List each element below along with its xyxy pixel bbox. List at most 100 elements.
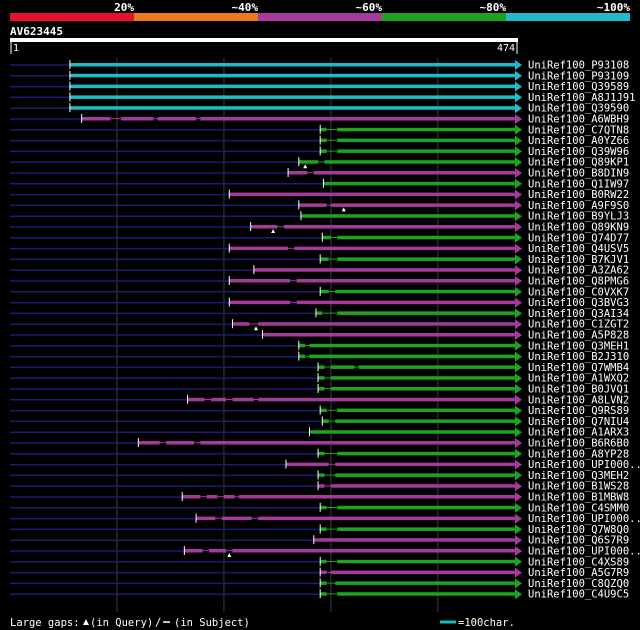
hit-row[interactable]: UniRef100_B0JVQ1 [10, 384, 629, 396]
hit-row[interactable]: UniRef100_B9YLJ3 [10, 211, 629, 223]
hit-label[interactable]: UniRef100_Q7NIU4 [528, 416, 629, 428]
hit-label[interactable]: UniRef100_C4SMM0 [528, 502, 629, 514]
hit-label[interactable]: UniRef100_Q1IW97 [528, 178, 629, 190]
hit-row[interactable]: UniRef100_Q39589 [10, 81, 629, 93]
hit-label[interactable]: UniRef100_A5G7R9 [528, 567, 629, 579]
hit-row[interactable]: UniRef100_Q3MEH1 [10, 340, 629, 352]
hit-row[interactable]: UniRef100_P93108 [10, 60, 629, 72]
hit-label[interactable]: UniRef100_A3ZA62 [528, 265, 629, 277]
hit-row[interactable]: UniRef100_Q74D77 [10, 232, 629, 244]
hit-row[interactable]: UniRef100_Q1IW97 [10, 178, 629, 190]
hit-row[interactable]: UniRef100_Q89KN9 [10, 222, 629, 234]
hit-row[interactable]: UniRef100_C4U9C5 [10, 589, 629, 601]
hit-row[interactable]: UniRef100_Q7WMB4 [10, 362, 629, 374]
hit-row[interactable]: UniRef100_B6R6B0 [10, 438, 629, 450]
hit-row[interactable]: UniRef100_C0VXK7 [10, 286, 629, 298]
hit-label[interactable]: UniRef100_Q89KP1 [528, 157, 629, 169]
hit-label[interactable]: UniRef100_P93109 [528, 70, 629, 82]
hit-row[interactable]: UniRef100_B7KJV1 [10, 254, 629, 266]
hit-row[interactable]: UniRef100_B2J310 [10, 351, 629, 363]
hit-label[interactable]: UniRef100_A0YZ66 [528, 135, 629, 147]
hit-label[interactable]: UniRef100_Q8PMG6 [528, 276, 629, 288]
hit-label[interactable]: UniRef100_A1ARX3 [528, 427, 629, 439]
hit-label[interactable]: UniRef100_B8DIN9 [528, 168, 629, 180]
hit-label[interactable]: UniRef100_C7QTN8 [528, 124, 629, 136]
hit-row[interactable]: UniRef100_B1MBW8 [10, 492, 629, 504]
hit-label[interactable]: UniRef100_Q39W96 [528, 146, 629, 158]
hit-row[interactable]: UniRef100_A1WXQ2 [10, 373, 629, 385]
hit-row[interactable]: UniRef100_Q3AI34 [10, 308, 629, 320]
hit-label[interactable]: UniRef100_Q3MEH1 [528, 340, 629, 352]
hit-row[interactable]: UniRef100_A6WBH9 [10, 114, 629, 126]
hit-row[interactable]: UniRef100_Q3MEH2 [10, 470, 629, 482]
hit-row[interactable]: UniRef100_Q8PMG6 [10, 276, 629, 288]
hit-label[interactable]: UniRef100_B6R6B0 [528, 438, 629, 450]
hit-row[interactable]: UniRef100_Q39W96 [10, 146, 629, 158]
hit-row[interactable]: UniRef100_UPI000.. [10, 546, 640, 558]
hit-row[interactable]: UniRef100_C1ZGT2 [10, 319, 629, 331]
hit-label[interactable]: UniRef100_Q3BVG3 [528, 297, 629, 309]
hit-label[interactable]: UniRef100_B0RW22 [528, 189, 629, 201]
hit-label[interactable]: UniRef100_C4U9C5 [528, 589, 629, 601]
hit-label[interactable]: UniRef100_A1WXQ2 [528, 373, 629, 385]
hit-label[interactable]: UniRef100_Q7WMB4 [528, 362, 629, 374]
hit-row[interactable]: UniRef100_A5G7R9 [10, 567, 629, 579]
hit-row[interactable]: UniRef100_Q6S7R9 [10, 535, 629, 547]
hit-label[interactable]: UniRef100_Q4USV5 [528, 243, 629, 255]
hit-row[interactable]: UniRef100_A8J1J91 [10, 92, 635, 104]
hit-row[interactable]: UniRef100_Q3BVG3 [10, 297, 629, 309]
hit-label[interactable]: UniRef100_A8LVN2 [528, 394, 629, 406]
hit-label[interactable]: UniRef100_B0JVQ1 [528, 384, 629, 396]
hit-row[interactable]: UniRef100_A5P828 [10, 330, 629, 342]
hit-row[interactable]: UniRef100_B0RW22 [10, 189, 629, 201]
hit-label[interactable]: UniRef100_Q39589 [528, 81, 629, 93]
hit-row[interactable]: UniRef100_A9F9S0 [10, 200, 629, 212]
hit-label[interactable]: UniRef100_A8YP28 [528, 448, 629, 460]
hit-label[interactable]: UniRef100_C8QZQ0 [528, 578, 629, 590]
hit-row[interactable]: UniRef100_P93109 [10, 70, 629, 82]
hit-label[interactable]: UniRef100_A9F9S0 [528, 200, 629, 212]
hit-label[interactable]: UniRef100_Q3AI34 [528, 308, 629, 320]
hit-row[interactable]: UniRef100_C8QZQ0 [10, 578, 629, 590]
hit-label[interactable]: UniRef100_Q39590 [528, 103, 629, 115]
hit-label[interactable]: UniRef100_P93108 [528, 60, 629, 72]
hit-row[interactable]: UniRef100_B8DIN9 [10, 168, 629, 180]
hit-label[interactable]: UniRef100_Q7W8Q0 [528, 524, 629, 536]
hit-label[interactable]: UniRef100_UPI000.. [528, 546, 640, 558]
hit-label[interactable]: UniRef100_B9YLJ3 [528, 211, 629, 223]
hit-label[interactable]: UniRef100_C1ZGT2 [528, 319, 629, 331]
hit-label[interactable]: UniRef100_A8J1J91 [528, 92, 635, 104]
hit-row[interactable]: UniRef100_A1ARX3 [10, 427, 629, 439]
hit-row[interactable]: UniRef100_B1WS28 [10, 481, 629, 493]
hit-label[interactable]: UniRef100_B1WS28 [528, 481, 629, 493]
hit-label[interactable]: UniRef100_Q89KN9 [528, 222, 629, 234]
hit-label[interactable]: UniRef100_UPI000.. [528, 513, 640, 525]
hit-label[interactable]: UniRef100_B2J310 [528, 351, 629, 363]
hit-row[interactable]: UniRef100_C4SMM0 [10, 502, 629, 514]
hit-row[interactable]: UniRef100_Q7NIU4 [10, 416, 629, 428]
hit-row[interactable]: UniRef100_Q39590 [10, 103, 629, 115]
hit-label[interactable]: UniRef100_C0VXK7 [528, 286, 629, 298]
hit-label[interactable]: UniRef100_A6WBH9 [528, 114, 629, 126]
hit-label[interactable]: UniRef100_A5P828 [528, 330, 629, 342]
hit-label[interactable]: UniRef100_UPI000.. [528, 459, 640, 471]
hit-row[interactable]: UniRef100_UPI000.. [10, 513, 640, 525]
hit-label[interactable]: UniRef100_Q9RS89 [528, 405, 629, 417]
hit-label[interactable]: UniRef100_Q3MEH2 [528, 470, 629, 482]
hit-label[interactable]: UniRef100_Q6S7R9 [528, 535, 629, 547]
hit-row[interactable]: UniRef100_A3ZA62 [10, 265, 629, 277]
hit-row[interactable]: UniRef100_Q7W8Q0 [10, 524, 629, 536]
hit-row[interactable]: UniRef100_Q4USV5 [10, 243, 629, 255]
hit-row[interactable]: UniRef100_A0YZ66 [10, 135, 629, 147]
hit-row[interactable]: UniRef100_UPI000.. [10, 459, 640, 471]
hit-row[interactable]: UniRef100_C7QTN8 [10, 124, 629, 136]
hit-label[interactable]: UniRef100_B7KJV1 [528, 254, 629, 266]
hit-row[interactable]: UniRef100_Q9RS89 [10, 405, 629, 417]
hit-row[interactable]: UniRef100_C4XS89 [10, 556, 629, 568]
hit-label[interactable]: UniRef100_B1MBW8 [528, 492, 629, 504]
hit-label[interactable]: UniRef100_C4XS89 [528, 556, 629, 568]
hit-row[interactable]: UniRef100_A8YP28 [10, 448, 629, 460]
hit-row[interactable]: UniRef100_A8LVN2 [10, 394, 629, 406]
hit-row[interactable]: UniRef100_Q89KP1 [10, 157, 629, 169]
hit-label[interactable]: UniRef100_Q74D77 [528, 232, 629, 244]
